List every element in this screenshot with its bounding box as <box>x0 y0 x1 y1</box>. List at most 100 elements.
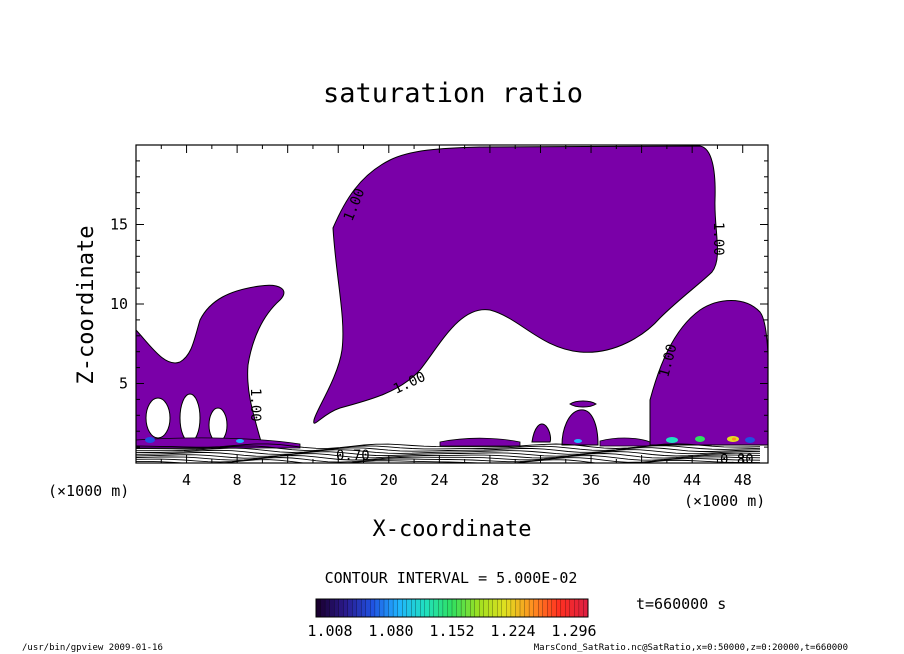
colorbar-tick-label: 1.152 <box>429 622 474 640</box>
surface-contour-lines <box>136 443 761 463</box>
colorbar-cell <box>560 598 566 618</box>
colorbar-cell <box>538 598 544 618</box>
x-tick-label: 48 <box>734 471 752 489</box>
colorbar-cell <box>501 598 507 618</box>
colorbar-cell <box>361 598 367 618</box>
clear-bubble <box>179 393 201 443</box>
y-tick-marks <box>136 160 768 448</box>
colorbar-cell <box>324 598 331 618</box>
colorbar-cell <box>465 598 471 618</box>
colorbar-cell <box>460 598 467 618</box>
x-tick-label: 12 <box>279 471 297 489</box>
surface-contour-line <box>136 451 761 457</box>
colorbar-cell <box>320 598 326 618</box>
high-saturation-spot <box>695 436 705 442</box>
high-saturation-spot <box>574 439 582 443</box>
colorbar-cell <box>438 598 444 618</box>
y-tick-labels: 5 10 15 <box>110 216 128 393</box>
colorbar-cell <box>497 598 503 618</box>
colorbar-cell <box>533 598 539 618</box>
shaded-region-small-cell <box>531 423 551 443</box>
colorbar-cell <box>343 598 349 618</box>
colorbar-cell <box>315 598 321 618</box>
contour-label: 0.80 <box>720 452 754 468</box>
x-tick-label: 20 <box>380 471 398 489</box>
colorbar-cell <box>456 598 462 618</box>
chart-title: saturation ratio <box>323 78 583 109</box>
colorbar-cell <box>415 598 421 618</box>
colorbar-cell <box>388 598 394 618</box>
colorbar-cell <box>569 598 575 618</box>
colorbar-cell <box>383 598 389 618</box>
colorbar-frame <box>315 598 589 618</box>
x-tick-label: 16 <box>329 471 347 489</box>
shaded-region-small-cell <box>569 400 597 408</box>
shaded-surface-band <box>439 437 521 447</box>
colorbar-cell <box>524 598 530 618</box>
colorbar: 1.008 1.080 1.152 1.224 1.296 <box>307 598 597 640</box>
colorbar-cell <box>547 598 553 618</box>
x-tick-label: 44 <box>683 471 701 489</box>
colorbar-cell <box>338 598 344 618</box>
colorbar-cell <box>451 598 457 618</box>
contour-label: 1.00 <box>247 388 263 422</box>
colorbar-cell <box>483 598 489 618</box>
y-axis-label: Z-coordinate <box>74 226 99 385</box>
surface-contour-line <box>136 447 761 453</box>
colorbar-cell <box>392 598 399 618</box>
x-tick-label: 28 <box>481 471 499 489</box>
x-axis-label: X-coordinate <box>373 517 532 542</box>
plot-area: 1.00 1.00 1.00 1.00 1.00 0.70 0.80 4 8 12 1… <box>110 144 769 489</box>
shaded-region-right-cloud <box>649 300 768 446</box>
colorbar-cell <box>510 598 516 618</box>
high-saturation-spot <box>732 437 736 441</box>
y-tick-label: 10 <box>110 295 128 313</box>
shaded-surface-band <box>136 437 301 449</box>
surface-contour-line <box>136 443 761 449</box>
x-unit-label-left: (×1000 m) <box>48 482 129 500</box>
surface-contour-line <box>136 453 761 459</box>
x-tick-label: 8 <box>233 471 242 489</box>
high-saturation-spot <box>145 437 155 443</box>
colorbar-cell <box>329 598 335 618</box>
colorbar-cell <box>556 598 562 618</box>
shaded-region-left-column <box>136 284 285 446</box>
colorbar-cell <box>370 598 376 618</box>
surface-contour-line <box>136 457 761 463</box>
x-tick-label: 32 <box>531 471 549 489</box>
contour-label: 0.70 <box>336 448 370 464</box>
colorbar-cell <box>479 598 485 618</box>
y-tick-label: 5 <box>119 375 128 393</box>
colorbar-cell <box>519 598 525 618</box>
time-label: t=660000 s <box>636 595 726 613</box>
footer-left: /usr/bin/gpview 2009-01-16 <box>22 643 163 653</box>
clear-bubble <box>145 397 171 439</box>
colorbar-cell <box>470 598 476 618</box>
colorbar-cell <box>365 598 371 618</box>
x-tick-label: 4 <box>182 471 191 489</box>
colorbar-cell <box>429 598 435 618</box>
shaded-region-small-cell <box>561 409 599 446</box>
colorbar-cell <box>433 598 439 618</box>
colorbar-cell <box>411 598 417 618</box>
colorbar-cell <box>492 598 498 618</box>
surface-contour-line <box>136 455 761 461</box>
colorbar-cell <box>334 598 340 618</box>
colorbar-cell <box>420 598 426 618</box>
contour-interval-text: CONTOUR INTERVAL = 5.000E-02 <box>325 569 578 587</box>
colorbar-cell <box>402 598 408 618</box>
x-tick-marks <box>160 145 744 463</box>
shaded-region-large-cloud <box>313 145 718 424</box>
colorbar-cell <box>356 598 362 618</box>
colorbar-cell <box>379 598 385 618</box>
colorbar-cell <box>474 598 480 618</box>
clear-bubble <box>208 407 228 443</box>
x-tick-label: 36 <box>582 471 600 489</box>
contour-label: 1.00 <box>710 222 726 256</box>
high-saturation-spot <box>745 437 755 443</box>
high-saturation-spot <box>236 439 244 443</box>
colorbar-cell <box>542 598 548 618</box>
colorbar-tick-label: 1.224 <box>490 622 535 640</box>
colorbar-cell <box>374 598 380 618</box>
